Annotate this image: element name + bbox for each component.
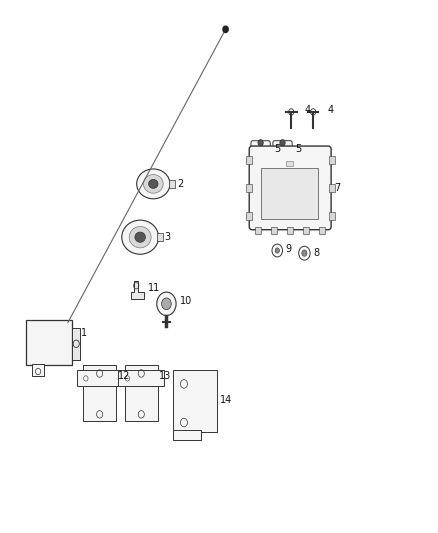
Ellipse shape	[278, 149, 287, 163]
Text: 5: 5	[296, 144, 302, 154]
Bar	[261, 168, 318, 219]
Text: 4: 4	[328, 106, 334, 115]
Bar	[319, 227, 325, 234]
FancyBboxPatch shape	[249, 146, 331, 230]
Bar	[125, 365, 158, 421]
Ellipse shape	[256, 149, 265, 163]
Bar	[287, 227, 293, 234]
Circle shape	[275, 248, 279, 253]
Bar	[246, 184, 252, 192]
Ellipse shape	[143, 175, 163, 193]
FancyBboxPatch shape	[273, 141, 292, 168]
Circle shape	[302, 250, 307, 256]
Ellipse shape	[148, 180, 158, 188]
Bar	[271, 227, 277, 234]
Bar	[246, 156, 252, 164]
Ellipse shape	[129, 227, 151, 248]
Bar	[303, 227, 309, 234]
Bar	[118, 370, 164, 386]
Text: 7: 7	[334, 183, 340, 192]
Text: 9: 9	[286, 245, 292, 254]
Circle shape	[162, 298, 171, 310]
Text: 11: 11	[148, 283, 160, 293]
Circle shape	[223, 26, 228, 33]
Bar	[173, 430, 201, 440]
Text: 1: 1	[81, 328, 87, 338]
Bar	[169, 180, 175, 188]
FancyBboxPatch shape	[32, 364, 44, 376]
Bar	[83, 365, 116, 421]
Circle shape	[157, 292, 176, 316]
Bar	[173, 370, 217, 432]
Polygon shape	[131, 281, 144, 299]
Ellipse shape	[135, 232, 145, 243]
Text: 14: 14	[220, 395, 233, 405]
Text: 4: 4	[304, 106, 311, 115]
Circle shape	[258, 140, 263, 146]
Bar	[72, 328, 80, 360]
Circle shape	[280, 140, 285, 146]
Ellipse shape	[122, 220, 159, 254]
Text: 13: 13	[159, 371, 171, 381]
Text: 5: 5	[274, 144, 280, 154]
FancyBboxPatch shape	[26, 320, 72, 365]
Bar	[255, 227, 261, 234]
Text: 2: 2	[177, 179, 184, 189]
Bar	[328, 156, 335, 164]
FancyBboxPatch shape	[251, 141, 270, 168]
Text: 8: 8	[313, 248, 319, 258]
Bar	[328, 212, 335, 220]
Text: 12: 12	[118, 371, 131, 381]
Bar	[77, 370, 123, 386]
Bar	[286, 161, 293, 166]
Bar	[246, 212, 252, 220]
Bar	[328, 184, 335, 192]
Text: 10: 10	[180, 296, 192, 306]
Ellipse shape	[137, 169, 170, 199]
Bar	[157, 233, 163, 241]
Text: 3: 3	[164, 232, 170, 242]
